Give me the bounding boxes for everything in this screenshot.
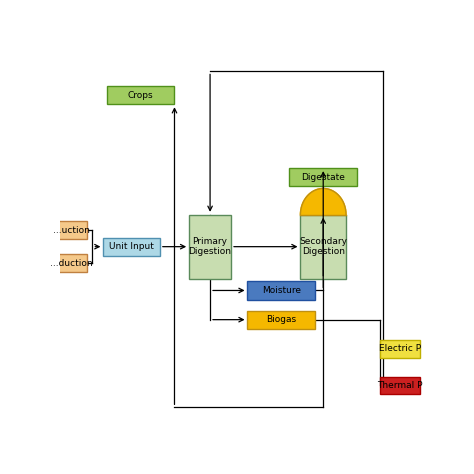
Text: Unit Input: Unit Input — [109, 242, 154, 251]
FancyBboxPatch shape — [290, 168, 357, 186]
FancyBboxPatch shape — [189, 215, 231, 279]
FancyBboxPatch shape — [301, 215, 346, 279]
Text: Secondary
Digestion: Secondary Digestion — [299, 237, 347, 256]
Text: Thermal P: Thermal P — [377, 381, 423, 390]
Text: Digestate: Digestate — [301, 173, 345, 182]
Text: Moisture: Moisture — [262, 286, 301, 295]
Text: ...duction: ...duction — [50, 259, 93, 268]
Polygon shape — [301, 189, 346, 215]
Text: ...uction: ...uction — [53, 226, 90, 235]
FancyBboxPatch shape — [107, 86, 174, 104]
FancyBboxPatch shape — [247, 310, 315, 329]
FancyBboxPatch shape — [247, 282, 315, 300]
FancyBboxPatch shape — [380, 377, 420, 394]
FancyBboxPatch shape — [56, 221, 87, 239]
Text: Crops: Crops — [128, 91, 154, 100]
Text: Primary
Digestion: Primary Digestion — [189, 237, 232, 256]
FancyBboxPatch shape — [56, 254, 87, 272]
Text: Biogas: Biogas — [266, 315, 296, 324]
FancyBboxPatch shape — [380, 340, 420, 357]
FancyBboxPatch shape — [103, 237, 160, 256]
Text: Electric P: Electric P — [379, 345, 421, 353]
